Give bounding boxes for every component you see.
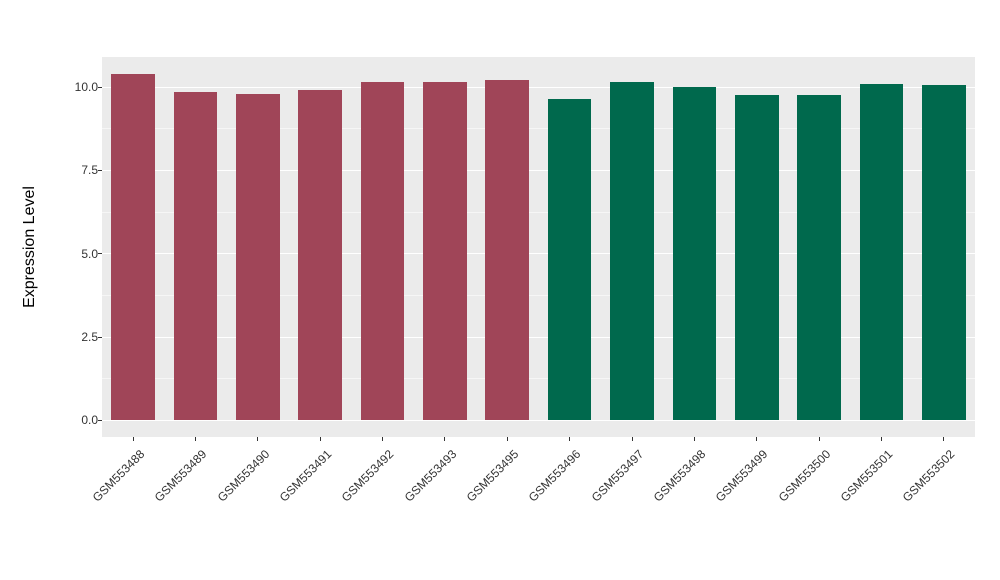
x-tick-mark	[818, 437, 820, 441]
x-tick-label: GSM553496	[526, 447, 584, 505]
x-tick-mark	[631, 437, 633, 441]
plot-panel	[102, 57, 975, 437]
bar	[921, 85, 966, 421]
y-tick-mark	[98, 253, 102, 255]
minor-gridline	[102, 294, 975, 296]
x-tick-label: GSM553489	[151, 447, 210, 505]
x-tick-label: GSM553501	[837, 447, 896, 505]
x-tick-label: GSM553499	[713, 447, 771, 505]
y-tick-label: 7.5	[81, 163, 98, 178]
x-tick-mark	[506, 437, 508, 441]
x-tick-label: GSM553502	[900, 447, 958, 505]
bar	[485, 80, 530, 421]
bar	[423, 82, 467, 421]
x-tick-mark	[693, 437, 695, 441]
bar	[298, 90, 343, 421]
minor-gridline	[102, 211, 975, 213]
x-tick-label: GSM553497	[588, 447, 646, 505]
x-tick-label: GSM553493	[401, 447, 459, 505]
y-tick-label: 2.5	[81, 330, 98, 344]
bar	[672, 87, 717, 421]
minor-gridline	[102, 378, 975, 380]
x-tick-label: GSM553490	[214, 447, 272, 505]
x-tick-mark	[319, 437, 321, 441]
major-gridline	[102, 86, 975, 88]
y-tick-mark	[98, 86, 102, 88]
x-tick-mark	[880, 437, 882, 441]
x-tick-mark	[756, 437, 758, 441]
bar	[610, 82, 654, 421]
bar	[236, 93, 280, 421]
y-tick-label: 0.0	[81, 413, 98, 428]
x-tick-mark	[195, 437, 197, 441]
y-tick-mark	[98, 169, 102, 171]
x-tick-mark	[132, 437, 134, 441]
x-tick-mark	[943, 437, 945, 441]
major-gridline	[102, 169, 975, 171]
x-tick-label: GSM553488	[89, 447, 148, 505]
x-tick-label: GSM553492	[338, 447, 397, 505]
x-tick-label: GSM553498	[650, 447, 709, 505]
bar	[797, 95, 841, 421]
bar	[111, 73, 155, 421]
x-tick-mark	[569, 437, 571, 441]
x-tick-label: GSM553500	[775, 447, 834, 505]
y-tick-mark	[98, 336, 102, 338]
x-tick-label: GSM553491	[276, 447, 335, 505]
major-gridline	[102, 336, 975, 338]
x-tick-mark	[257, 437, 259, 441]
y-axis-title: Expression Level	[21, 186, 38, 308]
major-gridline	[102, 253, 975, 255]
major-gridline	[102, 419, 975, 421]
x-tick-mark	[444, 437, 446, 441]
bar	[859, 83, 904, 421]
bar	[173, 92, 218, 421]
y-tick-mark	[98, 419, 102, 421]
minor-gridline	[102, 128, 975, 130]
bar	[360, 82, 405, 421]
y-tick-label: 10.0	[74, 80, 98, 94]
bar	[734, 95, 779, 421]
x-tick-mark	[382, 437, 384, 441]
x-tick-label: GSM553495	[463, 447, 522, 505]
bar	[547, 98, 592, 421]
y-tick-label: 5.0	[81, 246, 98, 261]
